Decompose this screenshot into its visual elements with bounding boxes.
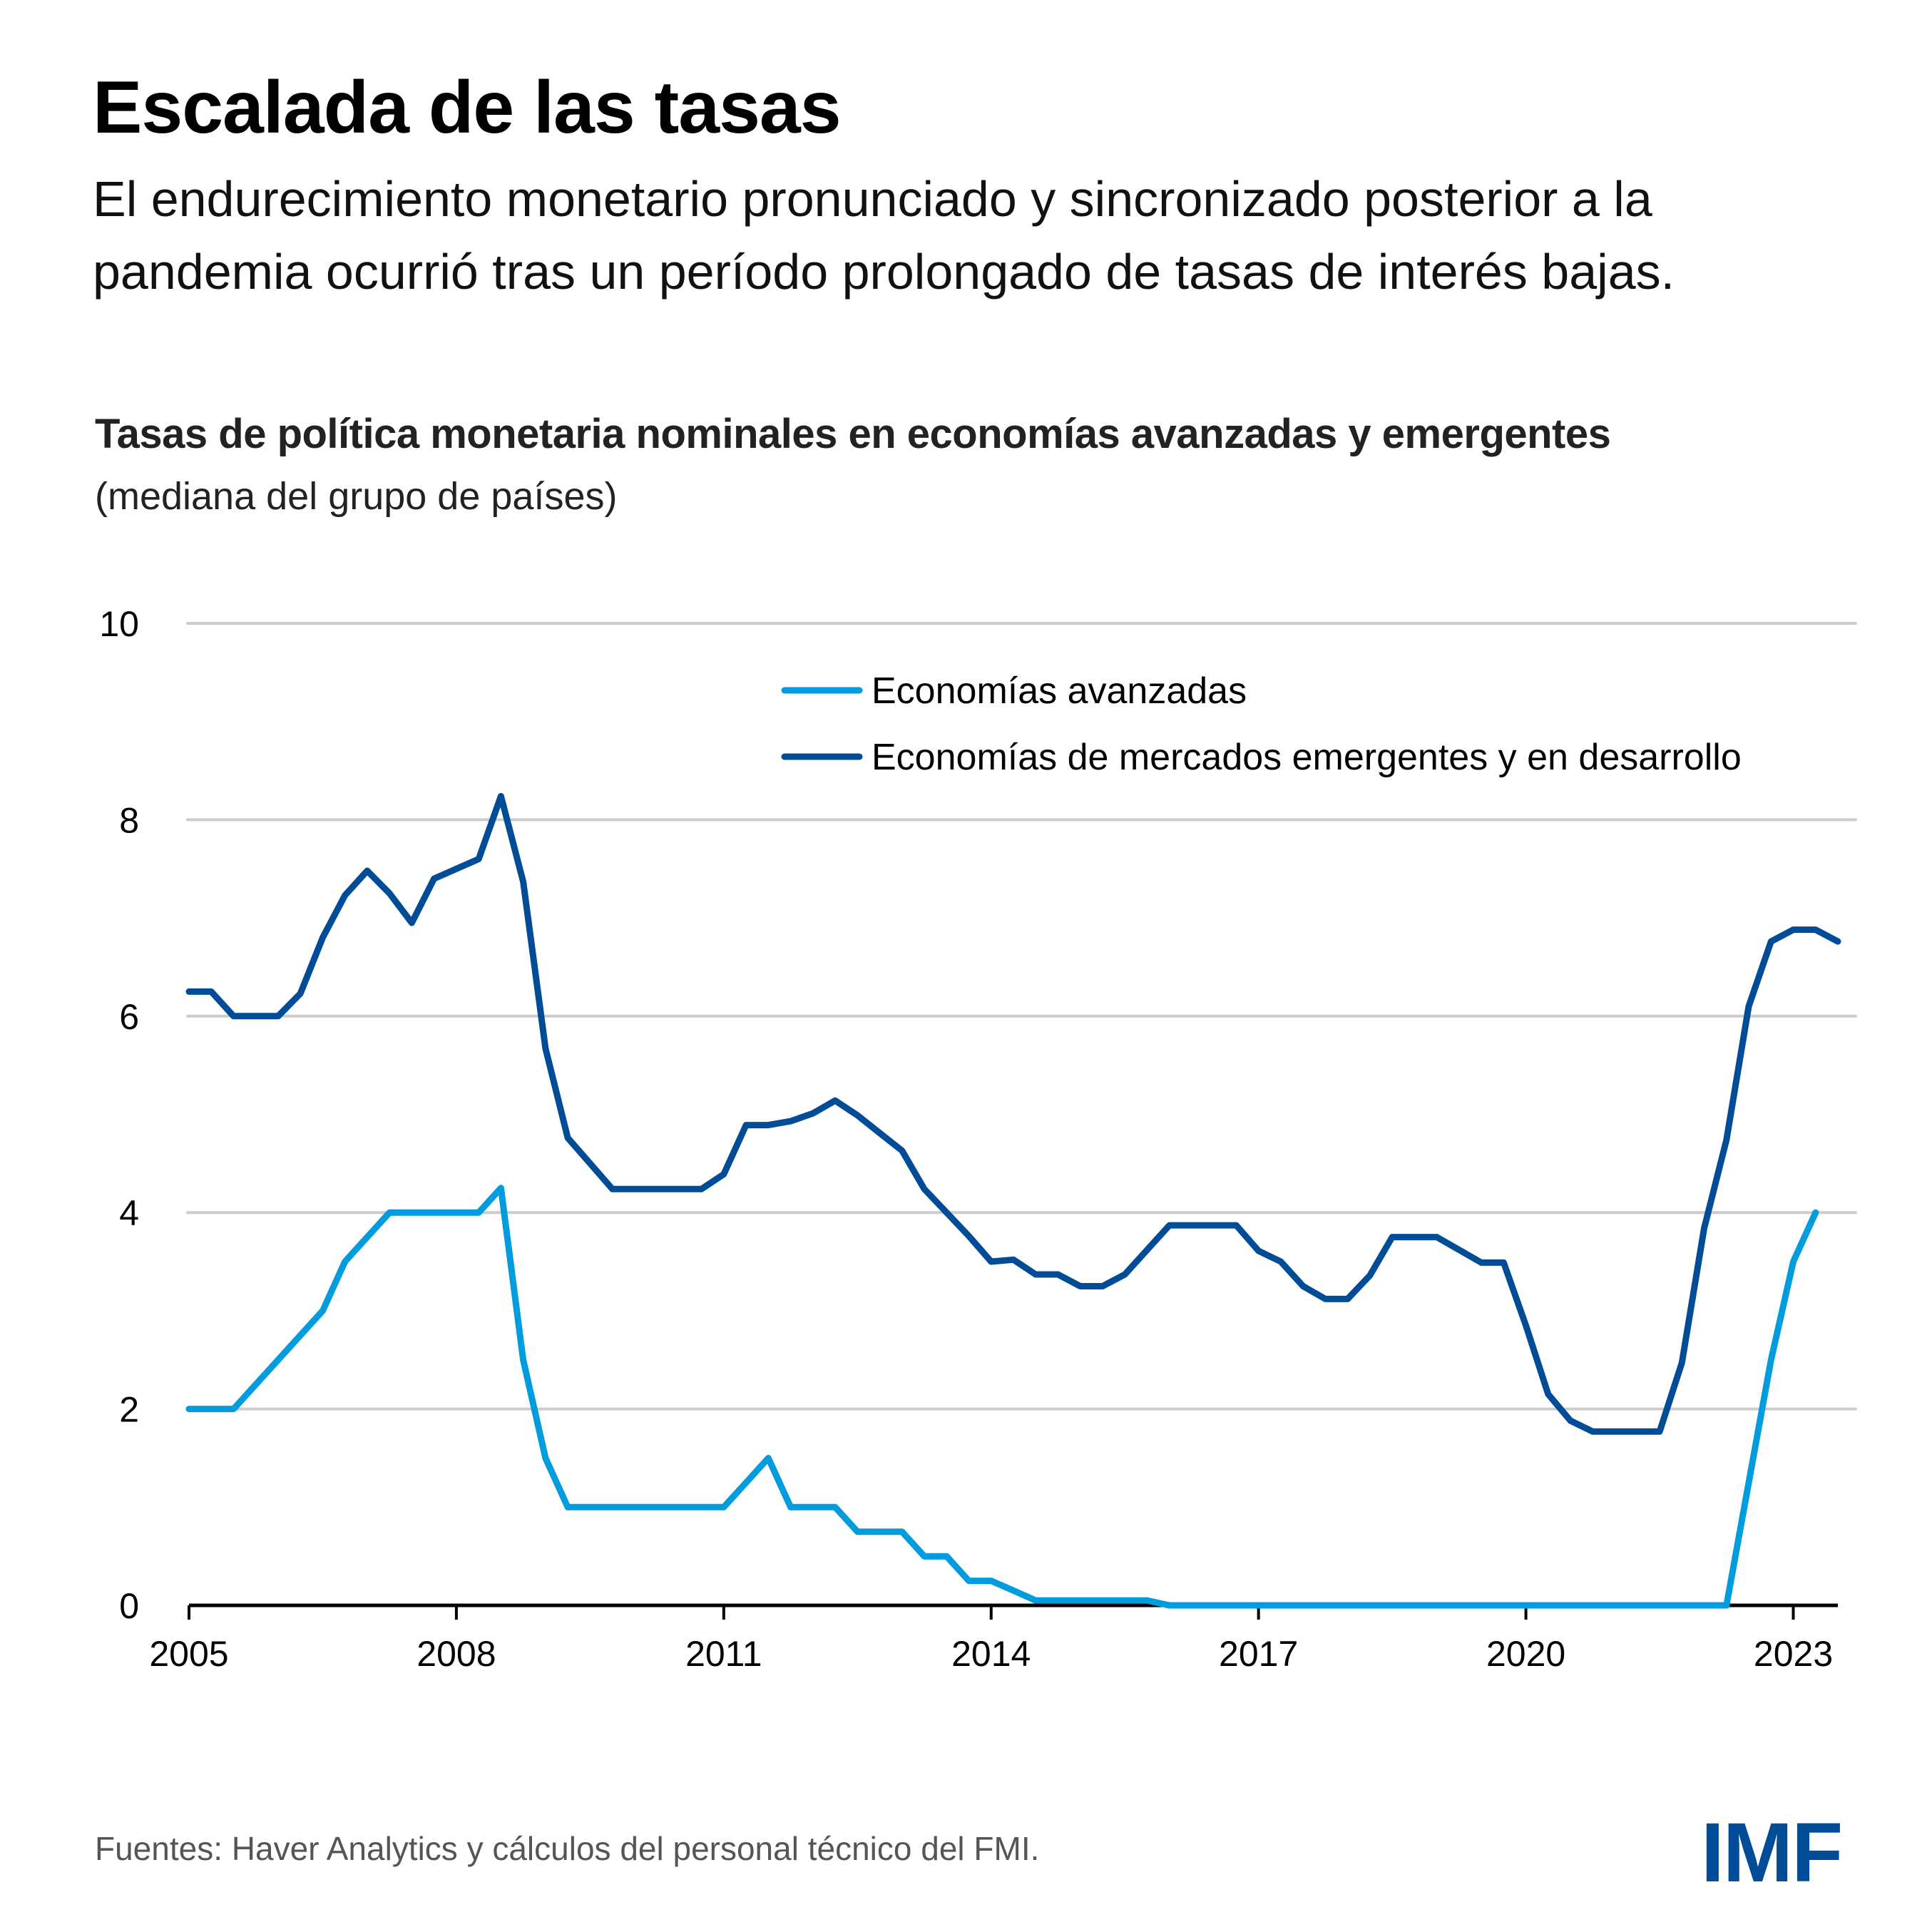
legend-label-emerging: Economías de mercados emergentes y en de… bbox=[872, 737, 1742, 778]
legend: Economías avanzadas Economías de mercado… bbox=[781, 670, 1742, 778]
x-tick-label: 2017 bbox=[1219, 1634, 1298, 1674]
page-subtitle: El endurecimiento monetario pronunciado … bbox=[93, 171, 1675, 300]
x-axis: 2005 2008 2011 2014 2017 2020 2023 bbox=[149, 1603, 1838, 1674]
y-tick-label: 6 bbox=[119, 997, 139, 1037]
legend-label-advanced: Economías avanzadas bbox=[872, 670, 1247, 712]
y-tick-label: 10 bbox=[99, 604, 139, 644]
x-tick-label: 2020 bbox=[1486, 1634, 1565, 1674]
y-tick-label: 8 bbox=[119, 800, 139, 840]
series-lines bbox=[185, 792, 1841, 1609]
y-tick-label: 4 bbox=[119, 1193, 139, 1233]
source-note: Fuentes: Haver Analytics y cálculos del … bbox=[95, 1830, 1040, 1867]
x-tick-label: 2014 bbox=[951, 1634, 1031, 1674]
y-tick-label: 2 bbox=[119, 1390, 139, 1430]
page-title: Escalada de las tasas bbox=[93, 66, 842, 149]
y-axis-labels: 0 2 4 6 8 10 bbox=[99, 604, 139, 1626]
series-line-emerging bbox=[185, 792, 1841, 1435]
chart-units-note: (mediana del grupo de países) bbox=[95, 475, 618, 518]
series-line-advanced bbox=[185, 1185, 1819, 1609]
chart-title: Tasas de política monetaria nominales en… bbox=[95, 411, 1611, 457]
x-tick-label: 2008 bbox=[416, 1634, 496, 1674]
x-tick-label: 2023 bbox=[1754, 1634, 1833, 1674]
imf-logo: IMF bbox=[1701, 1806, 1843, 1900]
x-tick-label: 2005 bbox=[149, 1634, 228, 1674]
x-tick-label: 2011 bbox=[685, 1634, 762, 1674]
y-tick-label: 0 bbox=[119, 1586, 139, 1626]
